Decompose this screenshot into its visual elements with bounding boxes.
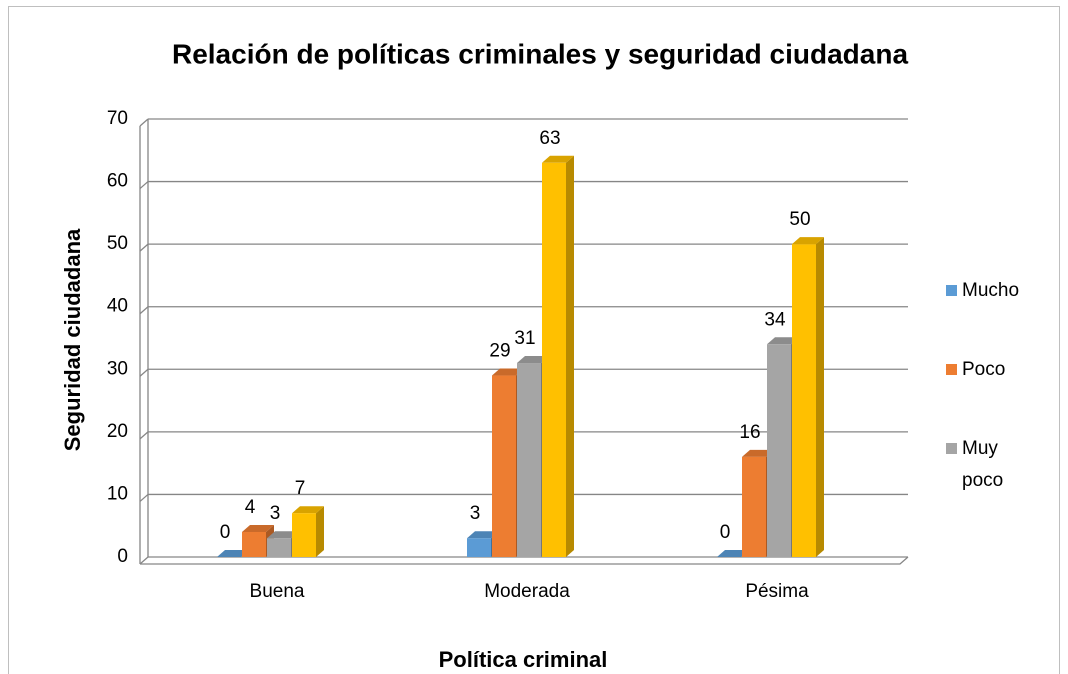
- bar-face: [267, 531, 299, 539]
- data-label: 4: [245, 497, 256, 518]
- legend-swatch: [946, 364, 957, 375]
- data-label: 3: [470, 503, 481, 524]
- x-tick-label: Buena: [250, 581, 305, 602]
- bar-face: [267, 538, 291, 557]
- data-label: 3: [270, 503, 281, 524]
- y-tick-label: 30: [107, 358, 128, 379]
- legend-swatch: [946, 443, 957, 454]
- tick-mark: [139, 431, 149, 440]
- bar: [792, 237, 824, 557]
- chart-title: Relación de políticas criminales y segur…: [172, 38, 908, 69]
- bar-face: [517, 356, 549, 364]
- bar-face: [467, 531, 499, 539]
- bar-face: [717, 550, 749, 557]
- bar-face: [542, 155, 574, 163]
- data-label: 0: [720, 522, 731, 543]
- tick-mark: [139, 243, 149, 252]
- y-axis-title: Seguridad ciudadana: [60, 228, 85, 451]
- data-label: 29: [489, 341, 510, 362]
- bar: [717, 550, 749, 557]
- floor: [140, 556, 909, 565]
- tick-mark: [139, 181, 149, 190]
- data-label: 63: [539, 128, 560, 149]
- bar-face: [467, 538, 491, 557]
- bar-face: [742, 449, 774, 457]
- x-tick-label: Pésima: [745, 581, 809, 602]
- y-tick-label: 70: [107, 108, 128, 129]
- bar-face: [816, 237, 824, 557]
- bar-face: [517, 363, 541, 557]
- legend-swatch: [946, 285, 957, 296]
- bar-face: [242, 524, 274, 532]
- chart-border: [8, 6, 1060, 674]
- y-tick-label: 20: [107, 421, 128, 442]
- data-label: 16: [739, 422, 760, 443]
- bar: [542, 155, 574, 558]
- tick-mark: [139, 556, 149, 565]
- y-tick-label: 10: [107, 483, 128, 504]
- bar: [217, 550, 249, 557]
- bar-face: [217, 550, 249, 557]
- bar-face: [292, 513, 316, 557]
- bar-face: [316, 506, 324, 557]
- bar-face: [292, 506, 324, 514]
- bar-face: [742, 456, 766, 557]
- data-label: 31: [514, 328, 535, 349]
- bar-face: [767, 344, 791, 557]
- bar-face: [492, 375, 516, 557]
- y-tick-label: 50: [107, 233, 128, 254]
- x-tick-label: Moderada: [484, 581, 570, 602]
- tick-mark: [139, 306, 149, 315]
- data-label: 0: [220, 522, 231, 543]
- bar: [292, 506, 324, 557]
- data-label: 7: [295, 478, 306, 499]
- legend-label: Mucho: [962, 280, 1020, 301]
- bar-face: [566, 155, 574, 558]
- bar-face: [767, 337, 799, 345]
- bar-face: [242, 531, 266, 557]
- y-tick-label: 60: [107, 171, 128, 192]
- y-tick-label: 0: [117, 546, 128, 567]
- legend-label: Muy poco: [962, 438, 1004, 491]
- tick-mark: [139, 368, 149, 377]
- tick-mark: [139, 118, 149, 127]
- bar-face: [542, 162, 566, 558]
- tick-mark: [139, 493, 149, 502]
- legend-label: Poco: [962, 359, 1006, 380]
- bar-face: [492, 368, 524, 376]
- bar-face: [792, 237, 824, 245]
- bar-face: [792, 244, 816, 557]
- data-label: 50: [789, 209, 810, 230]
- x-axis-title: Política criminal: [439, 647, 608, 672]
- y-tick-label: 40: [107, 296, 128, 317]
- data-label: 34: [764, 309, 786, 330]
